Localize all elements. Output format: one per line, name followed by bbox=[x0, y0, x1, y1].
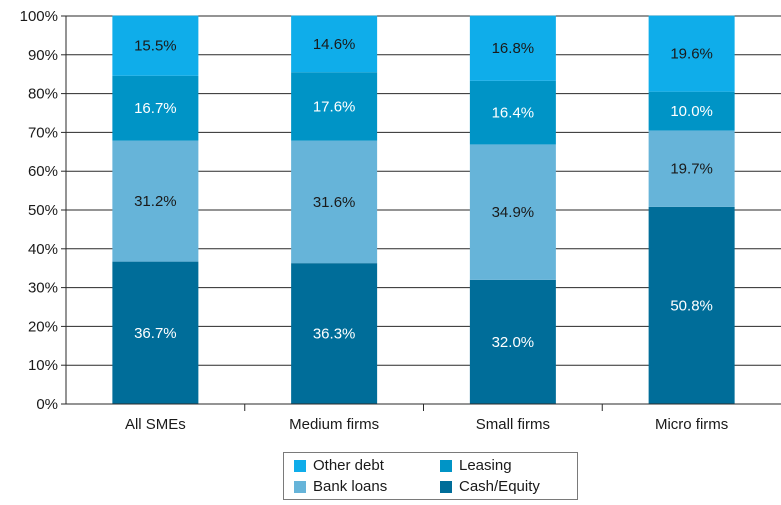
bar-micro-firms-bank-loans bbox=[648, 130, 735, 207]
data-label-all-smes-bank-loans: 31.2% bbox=[134, 193, 177, 210]
data-labels: 36.7% 31.2% 16.7% 15.5% 36.3% 31.6% 17.6% 14.6%… bbox=[134, 36, 713, 351]
y-tick-label-6: 60% bbox=[28, 163, 58, 180]
legend-swatch-bank-loans bbox=[294, 480, 306, 493]
bars bbox=[112, 15, 735, 404]
legend-label-bank-loans: Bank loans bbox=[313, 478, 388, 495]
y-tick-label-0: 0% bbox=[36, 396, 58, 413]
legend-item-other-debt: Other debt bbox=[294, 457, 384, 474]
y-tick-label-1: 10% bbox=[28, 357, 58, 374]
data-label-medium-firms-bank-loans: 31.6% bbox=[313, 194, 356, 211]
data-label-micro-firms-bank-loans: 19.7% bbox=[670, 161, 713, 178]
data-label-all-smes-cash-equity: 36.7% bbox=[134, 325, 177, 342]
bar-all-smes-other-debt bbox=[112, 15, 199, 76]
y-tick-label-7: 70% bbox=[28, 124, 58, 141]
bar-micro-firms-other-debt bbox=[648, 15, 735, 92]
data-label-all-smes-leasing: 16.7% bbox=[134, 100, 177, 117]
data-label-small-firms-cash-equity: 32.0% bbox=[492, 334, 535, 351]
y-tick-label-10: 100% bbox=[20, 8, 58, 25]
y-tick-label-9: 90% bbox=[28, 47, 58, 64]
legend-label-other-debt: Other debt bbox=[313, 457, 384, 474]
legend: Other debt Leasing Bank loans Cash/Equit… bbox=[283, 452, 578, 500]
y-tick-label-5: 50% bbox=[28, 202, 58, 219]
x-tick-label-micro-firms: Micro firms bbox=[655, 416, 728, 433]
bar-micro-firms-leasing bbox=[648, 91, 735, 131]
bar-all-smes-cash-equity bbox=[112, 261, 199, 404]
legend-item-cash-equity: Cash/Equity bbox=[440, 478, 540, 495]
bar-medium-firms-bank-loans bbox=[291, 140, 378, 264]
legend-swatch-other-debt bbox=[294, 459, 306, 472]
legend-item-bank-loans: Bank loans bbox=[294, 478, 387, 495]
y-tick-label-4: 40% bbox=[28, 241, 58, 258]
legend-swatch-leasing bbox=[440, 459, 452, 472]
data-label-all-smes-other-debt: 15.5% bbox=[134, 38, 177, 55]
bar-small-firms-cash-equity bbox=[469, 279, 556, 404]
bar-all-smes-bank-loans bbox=[112, 140, 199, 262]
bar-small-firms-bank-loans bbox=[469, 144, 556, 280]
y-tick-label-8: 80% bbox=[28, 86, 58, 103]
legend-label-leasing: Leasing bbox=[459, 457, 512, 474]
data-label-medium-firms-cash-equity: 36.3% bbox=[313, 326, 356, 343]
bar-all-smes-leasing bbox=[112, 75, 199, 141]
data-label-small-firms-leasing: 16.4% bbox=[492, 105, 535, 122]
bar-medium-firms-cash-equity bbox=[291, 263, 378, 404]
bar-small-firms-other-debt bbox=[469, 15, 556, 81]
data-label-micro-firms-cash-equity: 50.8% bbox=[670, 297, 713, 314]
y-tick-labels: 0% 10% 20% 30% 40% 50% 60% 70% 80% 90% 100% bbox=[20, 8, 66, 413]
bar-small-firms-leasing bbox=[469, 80, 556, 145]
legend-item-leasing: Leasing bbox=[440, 457, 512, 474]
x-tick-labels: All SMEs Medium firms Small firms Micro fir… bbox=[125, 404, 728, 433]
x-tick-label-small-firms: Small firms bbox=[476, 416, 550, 433]
bar-micro-firms-cash-equity bbox=[648, 206, 735, 404]
y-tick-label-3: 30% bbox=[28, 280, 58, 297]
data-label-medium-firms-leasing: 17.6% bbox=[313, 98, 356, 115]
data-label-micro-firms-leasing: 10.0% bbox=[670, 103, 713, 120]
x-tick-label-medium-firms: Medium firms bbox=[289, 416, 379, 433]
y-tick-label-2: 20% bbox=[28, 318, 58, 335]
data-label-medium-firms-other-debt: 14.6% bbox=[313, 36, 356, 53]
data-label-micro-firms-other-debt: 19.6% bbox=[670, 46, 713, 63]
bar-medium-firms-other-debt bbox=[291, 15, 378, 73]
data-label-small-firms-bank-loans: 34.9% bbox=[492, 204, 535, 221]
x-tick-label-all-smes: All SMEs bbox=[125, 416, 186, 433]
data-label-small-firms-other-debt: 16.8% bbox=[492, 40, 535, 57]
legend-swatch-cash-equity bbox=[440, 480, 452, 493]
legend-label-cash-equity: Cash/Equity bbox=[459, 478, 540, 495]
bar-medium-firms-leasing bbox=[291, 72, 378, 141]
